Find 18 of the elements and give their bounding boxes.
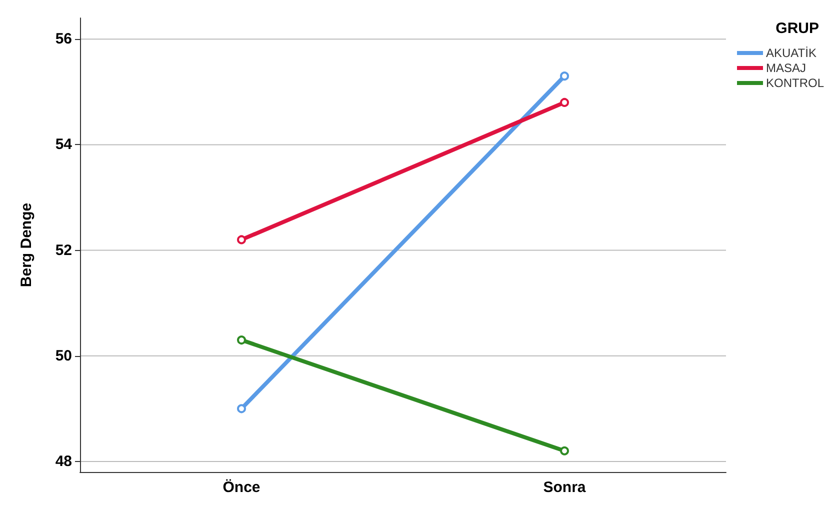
- point: [237, 336, 246, 345]
- legend-title: GRUP: [776, 20, 820, 37]
- legend-label: KONTROL: [766, 76, 824, 90]
- point: [560, 446, 569, 456]
- x-tick-label: Sonra: [543, 479, 586, 496]
- x-tick-label: Önce: [222, 479, 260, 496]
- legend-label: AKUATİK: [766, 46, 816, 60]
- legend-label: MASAJ: [766, 61, 806, 75]
- y-tick-label: 52: [55, 242, 72, 259]
- point: [237, 235, 246, 244]
- point: [560, 72, 569, 81]
- point: [237, 404, 246, 414]
- y-tick-label: 54: [55, 136, 73, 154]
- y-tick-label: 50: [55, 347, 72, 364]
- y-axis-title: Berg Denge: [18, 202, 35, 288]
- y-tick-label: 56: [55, 30, 72, 48]
- point: [560, 98, 569, 107]
- y-tick-label: 48: [55, 452, 72, 470]
